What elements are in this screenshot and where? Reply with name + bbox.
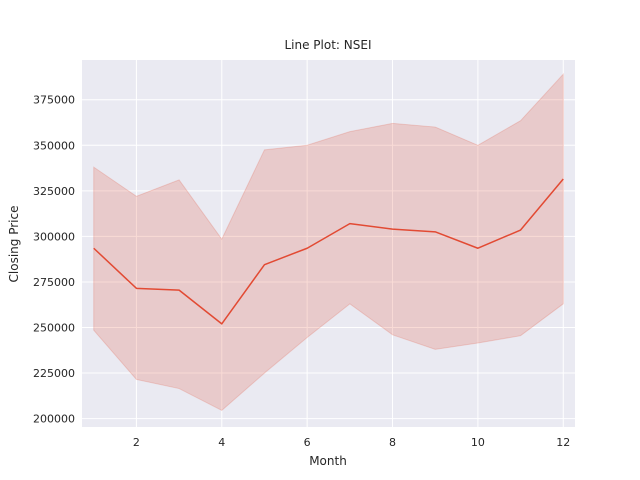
y-tick-label: 375000 bbox=[33, 94, 75, 107]
y-tick-label: 300000 bbox=[33, 230, 75, 243]
series-line bbox=[93, 178, 564, 325]
x-tick-label: 10 bbox=[471, 436, 485, 449]
x-tick-label: 2 bbox=[133, 436, 140, 449]
x-axis-title: Month bbox=[309, 454, 347, 468]
y-tick-label: 275000 bbox=[33, 276, 75, 289]
x-tick-label: 8 bbox=[389, 436, 396, 449]
y-tick-label: 225000 bbox=[33, 367, 75, 380]
plot-background bbox=[82, 60, 575, 427]
y-tick-label: 200000 bbox=[33, 413, 75, 426]
y-axis-title: Closing Price bbox=[7, 206, 21, 283]
chart-title: Line Plot: NSEI bbox=[284, 38, 371, 52]
x-tick-label: 4 bbox=[218, 436, 225, 449]
x-tick-label: 6 bbox=[304, 436, 311, 449]
y-tick-label: 350000 bbox=[33, 139, 75, 152]
y-tick-label: 325000 bbox=[33, 185, 75, 198]
x-tick-label: 12 bbox=[556, 436, 570, 449]
y-tick-label: 250000 bbox=[33, 322, 75, 335]
confidence-band bbox=[93, 72, 564, 412]
axis-ticks: 2 4 6 8 10 12 200000 225000 250000 275000 300000 32… bbox=[33, 94, 570, 449]
